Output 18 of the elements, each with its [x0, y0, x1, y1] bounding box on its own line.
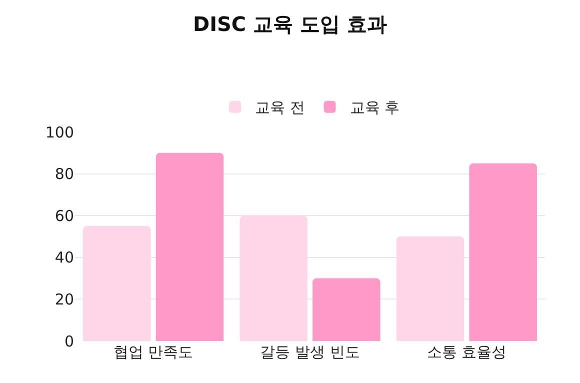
y-tick-label: 100: [45, 123, 74, 142]
y-tick-label: 60: [54, 206, 74, 225]
x-tick-label: 소통 효율성: [426, 343, 507, 361]
bar: [156, 152, 224, 341]
bar: [83, 226, 151, 341]
bar: [240, 216, 308, 341]
bar: [312, 278, 380, 341]
x-tick-label: 협업 만족도: [113, 343, 194, 361]
legend-label: 교육 후: [350, 98, 400, 117]
y-tick-label: 40: [54, 248, 74, 267]
chart-title: DISC 교육 도입 효과: [192, 12, 388, 36]
bar: [396, 236, 464, 341]
y-tick-label: 0: [64, 332, 74, 350]
x-tick-label: 갈등 발생 빈도: [260, 343, 360, 361]
legend-label: 교육 전: [255, 98, 305, 117]
y-tick-label: 20: [54, 290, 74, 308]
y-tick-label: 80: [54, 165, 74, 184]
bar: [469, 163, 537, 341]
